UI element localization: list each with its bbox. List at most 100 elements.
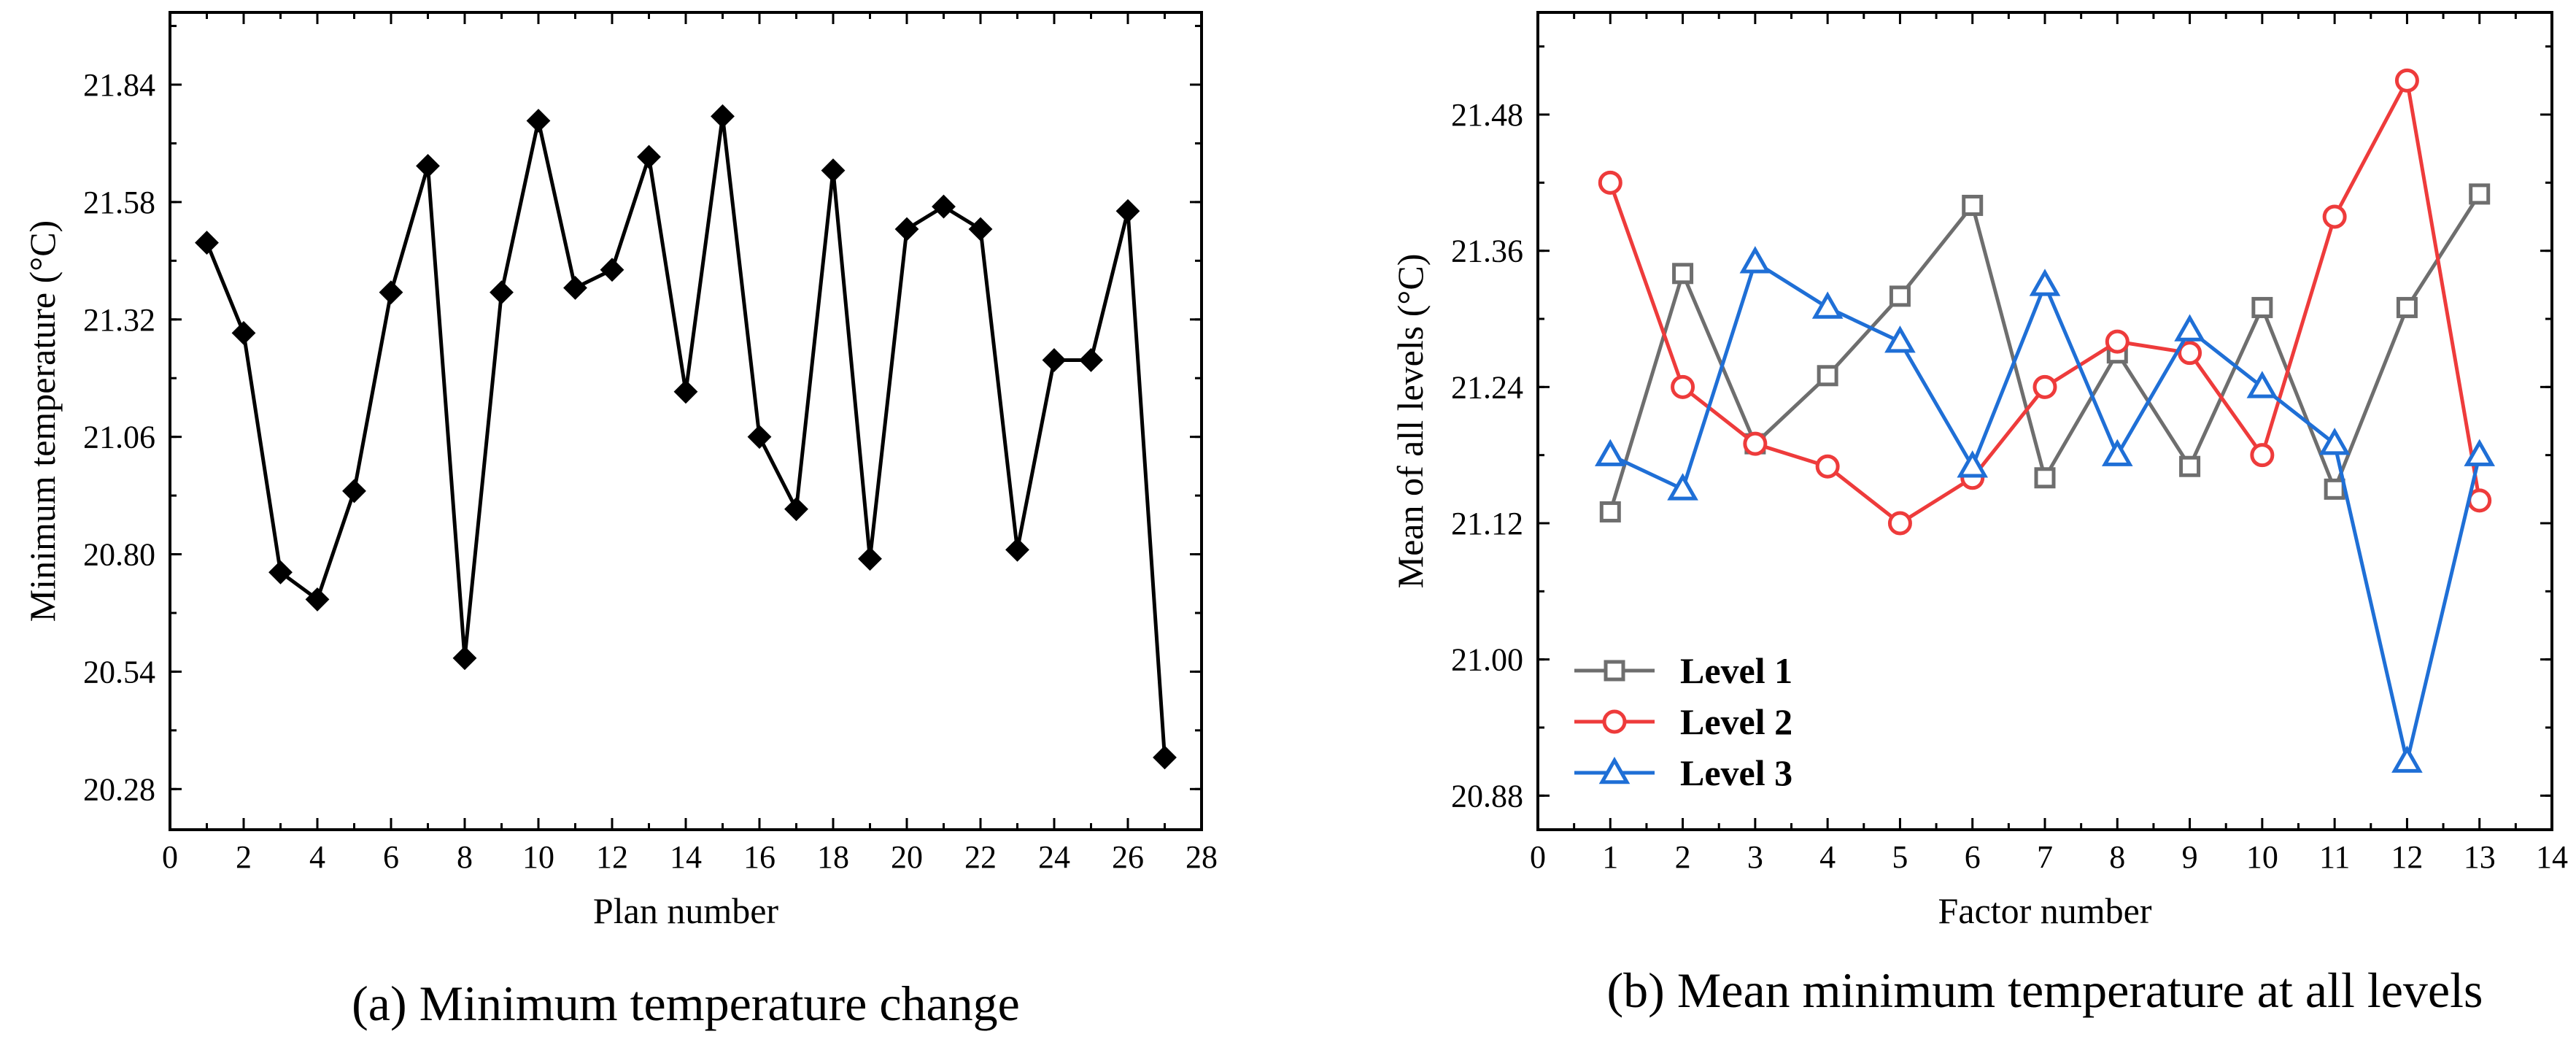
y-tick-label: 21.36	[1451, 234, 1523, 269]
data-point-minimum-temperature	[268, 560, 293, 585]
data-point-minimum-temperature	[195, 231, 219, 255]
data-point-minimum-temperature	[563, 276, 587, 300]
data-point-minimum-temperature	[932, 194, 956, 219]
x-tick-label: 10	[522, 839, 554, 875]
data-point-level-2	[1671, 374, 1695, 399]
x-tick-label: 12	[596, 839, 628, 875]
data-point-level-1	[2396, 296, 2418, 318]
data-point-minimum-temperature	[821, 158, 846, 182]
y-tick-label: 21.24	[1451, 369, 1523, 405]
data-point-level-1	[1889, 285, 1911, 307]
y-tick-label: 21.00	[1451, 642, 1523, 678]
plot-frame	[169, 11, 1203, 831]
data-point-level-2	[2178, 341, 2202, 366]
x-tick-label: 5	[1892, 839, 1908, 875]
x-tick-label: 4	[1819, 839, 1836, 875]
y-tick-label: 21.84	[83, 67, 155, 103]
data-point-level-3	[2029, 269, 2061, 296]
x-axis-title: Factor number	[1938, 890, 2152, 931]
x-tick-label: 14	[2536, 839, 2568, 875]
series-line-minimum-temperature	[205, 114, 1167, 758]
data-point-minimum-temperature	[490, 280, 514, 305]
x-tick-label: 8	[2109, 839, 2125, 875]
data-point-level-2	[2394, 68, 2419, 93]
y-tick-label: 21.12	[1451, 506, 1523, 541]
data-point-minimum-temperature	[342, 479, 366, 504]
data-point-level-1	[2469, 183, 2491, 205]
y-tick-label: 20.28	[83, 771, 155, 807]
y-axis-title: Mean of all levels (°C)	[1390, 254, 1431, 589]
data-point-minimum-temperature	[600, 258, 624, 282]
data-point-level-2	[2322, 204, 2347, 229]
data-point-level-3	[1594, 439, 1626, 466]
x-tick-label: 11	[2319, 839, 2350, 875]
x-tick-label: 18	[817, 839, 849, 875]
legend-marker	[1604, 660, 1625, 682]
x-tick-label: 24	[1038, 839, 1070, 875]
x-tick-label: 4	[309, 839, 325, 875]
data-point-minimum-temperature	[379, 280, 403, 305]
data-point-minimum-temperature	[711, 104, 735, 128]
data-point-level-2	[2250, 443, 2275, 468]
data-point-level-2	[1815, 454, 1840, 479]
data-point-minimum-temperature	[747, 425, 772, 450]
data-point-minimum-temperature	[416, 153, 440, 178]
x-tick-label: 2	[1675, 839, 1691, 875]
x-tick-label: 9	[2182, 839, 2198, 875]
y-tick-label: 20.80	[83, 537, 155, 573]
x-tick-label: 16	[743, 839, 775, 875]
data-point-minimum-temperature	[784, 497, 808, 522]
x-tick-label: 12	[2391, 839, 2423, 875]
data-point-level-1	[1672, 263, 1694, 285]
chart-a-minimum-temperature: 0 2 4 6 8 10 12 14 16 18 20 22 24 26 2820.2820.5420.80…	[22, 11, 1218, 1031]
data-point-level-3	[1811, 291, 1844, 319]
series-line-level-1	[1608, 193, 2481, 513]
x-tick-label: 6	[1965, 839, 1981, 875]
figure-caption: (b) Mean minimum temperature at all leve…	[1607, 963, 2483, 1018]
data-point-minimum-temperature	[858, 547, 882, 571]
data-point-minimum-temperature	[894, 217, 919, 242]
x-tick-label: 8	[457, 839, 473, 875]
data-point-minimum-temperature	[1079, 348, 1103, 372]
data-point-level-3	[1884, 325, 1916, 353]
data-point-level-2	[2105, 329, 2130, 354]
data-point-minimum-temperature	[637, 144, 661, 169]
data-point-level-2	[1743, 431, 1768, 456]
legend-marker	[1602, 709, 1627, 734]
x-tick-label: 28	[1185, 839, 1218, 875]
x-tick-label: 7	[2037, 839, 2053, 875]
y-tick-label: 21.58	[83, 185, 155, 220]
x-tick-label: 13	[2464, 839, 2496, 875]
data-point-level-3	[1957, 450, 1989, 478]
y-tick-label: 21.06	[83, 420, 155, 455]
data-point-minimum-temperature	[1153, 745, 1177, 770]
y-axis-title: Minimum temperature (°C)	[22, 220, 63, 622]
y-tick-label: 21.48	[1451, 97, 1523, 133]
data-point-minimum-temperature	[1042, 348, 1067, 372]
legend-label: Level 2	[1680, 701, 1792, 742]
data-point-minimum-temperature	[968, 217, 993, 242]
y-tick-label: 20.88	[1451, 778, 1523, 814]
data-point-minimum-temperature	[452, 646, 477, 671]
data-point-minimum-temperature	[526, 109, 551, 133]
chart-b-mean-of-levels: 0 1 2 3 4 5 6 7 8 9 10 11 12 13 1420.8821.0021.1221.24…	[1390, 11, 2568, 1018]
x-tick-label: 20	[891, 839, 923, 875]
data-point-minimum-temperature	[231, 320, 256, 345]
data-point-level-3	[2246, 371, 2278, 398]
data-point-level-1	[1962, 194, 1984, 216]
data-point-level-3	[2391, 745, 2423, 773]
data-point-minimum-temperature	[305, 587, 330, 612]
x-tick-label: 14	[670, 839, 702, 875]
data-point-minimum-temperature	[1005, 537, 1029, 562]
y-tick-label: 20.54	[83, 654, 155, 690]
data-point-level-2	[1598, 170, 1622, 195]
x-tick-label: 1	[1602, 839, 1618, 875]
data-point-level-3	[2101, 439, 2133, 466]
legend-label: Level 1	[1680, 650, 1792, 691]
x-tick-label: 10	[2246, 839, 2278, 875]
x-tick-label: 2	[236, 839, 252, 875]
x-tick-label: 6	[383, 839, 399, 875]
data-point-level-3	[2318, 428, 2351, 455]
x-tick-label: 0	[1530, 839, 1546, 875]
legend-marker	[1598, 756, 1631, 784]
